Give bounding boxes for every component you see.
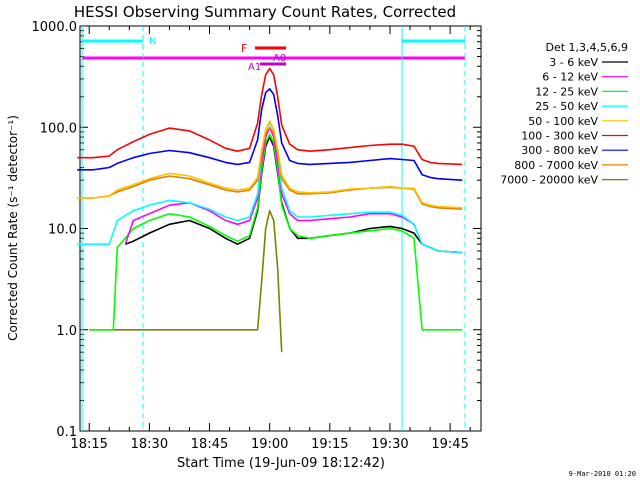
legend-label: 100 - 300 keV [521, 130, 598, 143]
x-tick-label: 19:45 [431, 437, 468, 452]
legend-label: 3 - 6 keV [549, 56, 598, 69]
x-tick-label: 19:00 [251, 437, 288, 452]
series-line-6 [77, 88, 463, 181]
attenuator-label-a1: A1 [248, 62, 261, 73]
legend-label: 7000 - 20000 keV [500, 174, 598, 187]
legend-label: 800 - 7000 keV [514, 159, 598, 172]
y-tick-label: 1.0 [56, 324, 77, 339]
x-tick-label: 19:15 [311, 437, 348, 452]
series-line-4 [77, 120, 463, 209]
attenuator-label-a0: A0 [273, 53, 286, 64]
x-axis-label: Start Time (19-Jun-09 18:12:42) [177, 456, 385, 471]
orbit-boundaries [81, 26, 466, 431]
legend-label: 50 - 100 keV [528, 115, 598, 128]
legend-label: 12 - 25 keV [535, 85, 598, 98]
y-axis-label: Corrected Count Rate (s⁻¹ detector⁻¹) [6, 115, 20, 341]
series-line-1 [124, 126, 463, 254]
x-axis: 18:15 18:30 18:45 19:00 19:15 19:30 19:45 [70, 26, 471, 452]
night-flag-label: N [149, 36, 156, 47]
legend-label: 6 - 12 keV [542, 71, 598, 84]
flare-flag-label: F [241, 42, 247, 55]
x-tick-label: 19:30 [371, 437, 408, 452]
y-axis: 0.1 1.0 10.0 100.0 1000.0 [32, 20, 481, 440]
plot-area [79, 25, 482, 432]
legend-label: 25 - 50 keV [535, 100, 598, 113]
y-tick-label: 10.0 [48, 223, 77, 238]
x-tick-label: 18:15 [70, 437, 107, 452]
series-line-0 [125, 136, 463, 254]
y-tick-label: 0.1 [56, 425, 77, 440]
plot-frame [79, 25, 482, 432]
series-line-5 [77, 67, 463, 166]
series-line-2 [89, 133, 463, 331]
footer-timestamp: 9-Mar-2010 01:20 [569, 470, 636, 478]
obs-flags: N F A1 A0 [82, 36, 465, 73]
series-line-7 [77, 126, 463, 210]
y-tick-label: 1000.0 [32, 20, 78, 35]
series-layer [77, 67, 463, 353]
series-line-8 [89, 209, 283, 353]
chart-title: HESSI Observing Summary Count Rates, Cor… [74, 3, 456, 21]
y-tick-label: 100.0 [40, 121, 77, 136]
x-tick-label: 18:45 [191, 437, 228, 452]
legend-label: 300 - 800 keV [521, 144, 598, 157]
x-tick-label: 18:30 [131, 437, 168, 452]
legend-title: Det 1,3,4,5,6,9 [545, 41, 628, 54]
